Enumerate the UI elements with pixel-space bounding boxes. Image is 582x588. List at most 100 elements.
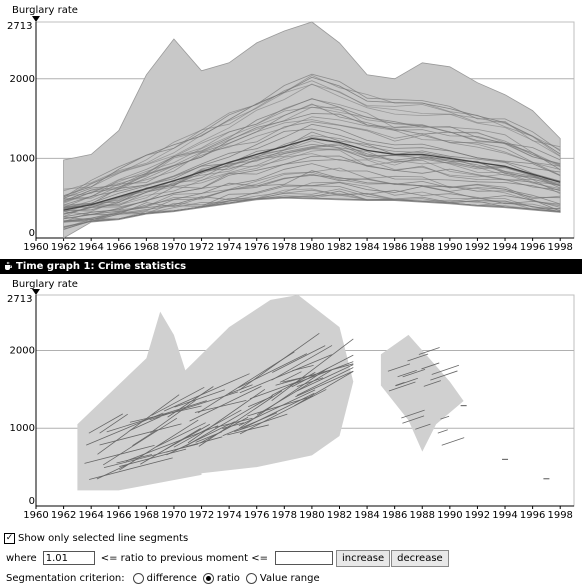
x-tick-label: 1974	[216, 242, 241, 253]
x-tick-label: 1962	[51, 510, 76, 521]
state-series-line	[63, 167, 561, 223]
increasing-segment	[151, 386, 205, 416]
x-tick-label: 1964	[78, 242, 103, 253]
state-series-line	[63, 98, 561, 199]
state-series-line	[63, 159, 561, 215]
show-selected-label: Show only selected line segments	[18, 532, 189, 544]
x-tick-label: 1960	[23, 510, 48, 521]
y-max-label: 2713	[7, 294, 32, 305]
value-range-radio[interactable]	[245, 572, 257, 584]
increasing-segment	[129, 405, 202, 423]
ratio-radio[interactable]	[202, 572, 214, 584]
x-tick-label: 1982	[327, 242, 352, 253]
increasing-segment	[441, 437, 465, 446]
increasing-segment	[256, 369, 332, 416]
window-title-bar[interactable]: Time graph 1: Crime statistics	[0, 259, 582, 274]
ratio-row: where <= ratio to previous moment <= inc…	[0, 549, 449, 567]
x-tick-label: 1992	[465, 510, 490, 521]
increasing-segment	[271, 338, 354, 402]
decrease-button[interactable]: decrease	[391, 549, 449, 567]
y-tick-label: 2000	[10, 345, 35, 356]
increasing-segment	[166, 421, 235, 456]
increasing-segment	[132, 429, 158, 447]
x-tick-label: 1998	[547, 242, 572, 253]
increasing-segment	[102, 417, 178, 466]
x-tick-label: 1976	[244, 242, 269, 253]
state-series-line	[63, 84, 561, 200]
state-series-line	[63, 148, 561, 215]
increasing-segment	[402, 415, 425, 424]
increasing-segment	[99, 423, 182, 446]
increase-button[interactable]: increase	[336, 549, 391, 567]
state-series-line	[63, 80, 561, 192]
y-axis-marker	[32, 16, 40, 22]
state-series-line	[63, 185, 561, 223]
state-series-line	[63, 144, 561, 211]
x-tick-label: 1962	[51, 242, 76, 253]
increasing-segment	[297, 364, 354, 392]
state-series-line	[63, 131, 561, 206]
show-selected-checkbox[interactable]: ✓	[4, 532, 15, 544]
y-tick-label: 0	[29, 496, 35, 507]
increasing-segment	[238, 353, 307, 388]
x-tick-label: 1966	[106, 242, 131, 253]
state-series-line	[63, 128, 561, 210]
increasing-segment	[387, 363, 411, 372]
state-series-line	[63, 163, 561, 218]
increasing-segment	[156, 422, 206, 448]
state-series-line	[63, 153, 561, 217]
increasing-segment	[440, 415, 450, 420]
increasing-segment	[388, 381, 416, 392]
x-tick-label: 1992	[465, 242, 490, 253]
state-series-line	[63, 104, 561, 204]
x-tick-label: 1980	[299, 510, 324, 521]
x-tick-label: 1986	[382, 242, 407, 253]
value-range-label: Value range	[259, 572, 320, 584]
state-series-line	[63, 119, 561, 210]
difference-radio[interactable]	[132, 572, 144, 584]
x-tick-label: 1984	[354, 242, 379, 253]
increasing-segment	[397, 369, 417, 378]
criterion-row: Segmentation criterion: difference ratio…	[0, 569, 320, 587]
x-tick-label: 1964	[78, 510, 103, 521]
y-axis-marker	[32, 289, 40, 295]
state-series-line	[63, 174, 561, 222]
increasing-segment	[194, 399, 247, 413]
increasing-segment	[430, 370, 458, 381]
window-title: Time graph 1: Crime statistics	[16, 261, 187, 272]
state-series-line	[63, 121, 561, 208]
state-series-line	[63, 73, 561, 198]
increase-region	[173, 295, 354, 474]
increasing-segment	[418, 347, 440, 355]
bottom-time-graph[interactable]: Burglary rate 2713 2000 1000 0 1960 1962 1964 1…	[0, 274, 582, 528]
bottom-y-axis-label: Burglary rate	[12, 279, 78, 290]
increasing-segment	[88, 413, 123, 434]
increase-region	[380, 334, 464, 452]
x-tick-label: 1990	[437, 242, 462, 253]
x-tick-label: 1978	[272, 242, 297, 253]
increasing-segment	[99, 413, 128, 434]
increasing-segment	[174, 389, 225, 408]
upper-ratio-input[interactable]	[275, 551, 333, 565]
increasing-segment	[198, 390, 283, 447]
x-tick-label: 1984	[354, 510, 379, 521]
x-tick-label: 1972	[189, 510, 214, 521]
increasing-segment	[271, 345, 333, 381]
increasing-segment	[247, 395, 314, 417]
state-series-line	[63, 148, 561, 213]
x-tick-label: 1970	[161, 510, 186, 521]
x-tick-label: 1960	[23, 242, 48, 253]
increasing-segment	[238, 332, 320, 391]
x-tick-label: 1988	[410, 242, 435, 253]
increasing-segment	[395, 377, 418, 387]
x-tick-label: 1978	[272, 510, 297, 521]
increasing-segment	[291, 354, 354, 388]
state-series-line	[63, 106, 561, 200]
increasing-segment	[275, 363, 354, 386]
top-time-graph[interactable]: Burglary rate 2713 2000 1000 0 1960 1962 1964 1…	[0, 0, 582, 259]
increasing-segment	[295, 370, 354, 398]
lower-ratio-input[interactable]	[42, 551, 95, 565]
state-series-line	[63, 74, 561, 190]
